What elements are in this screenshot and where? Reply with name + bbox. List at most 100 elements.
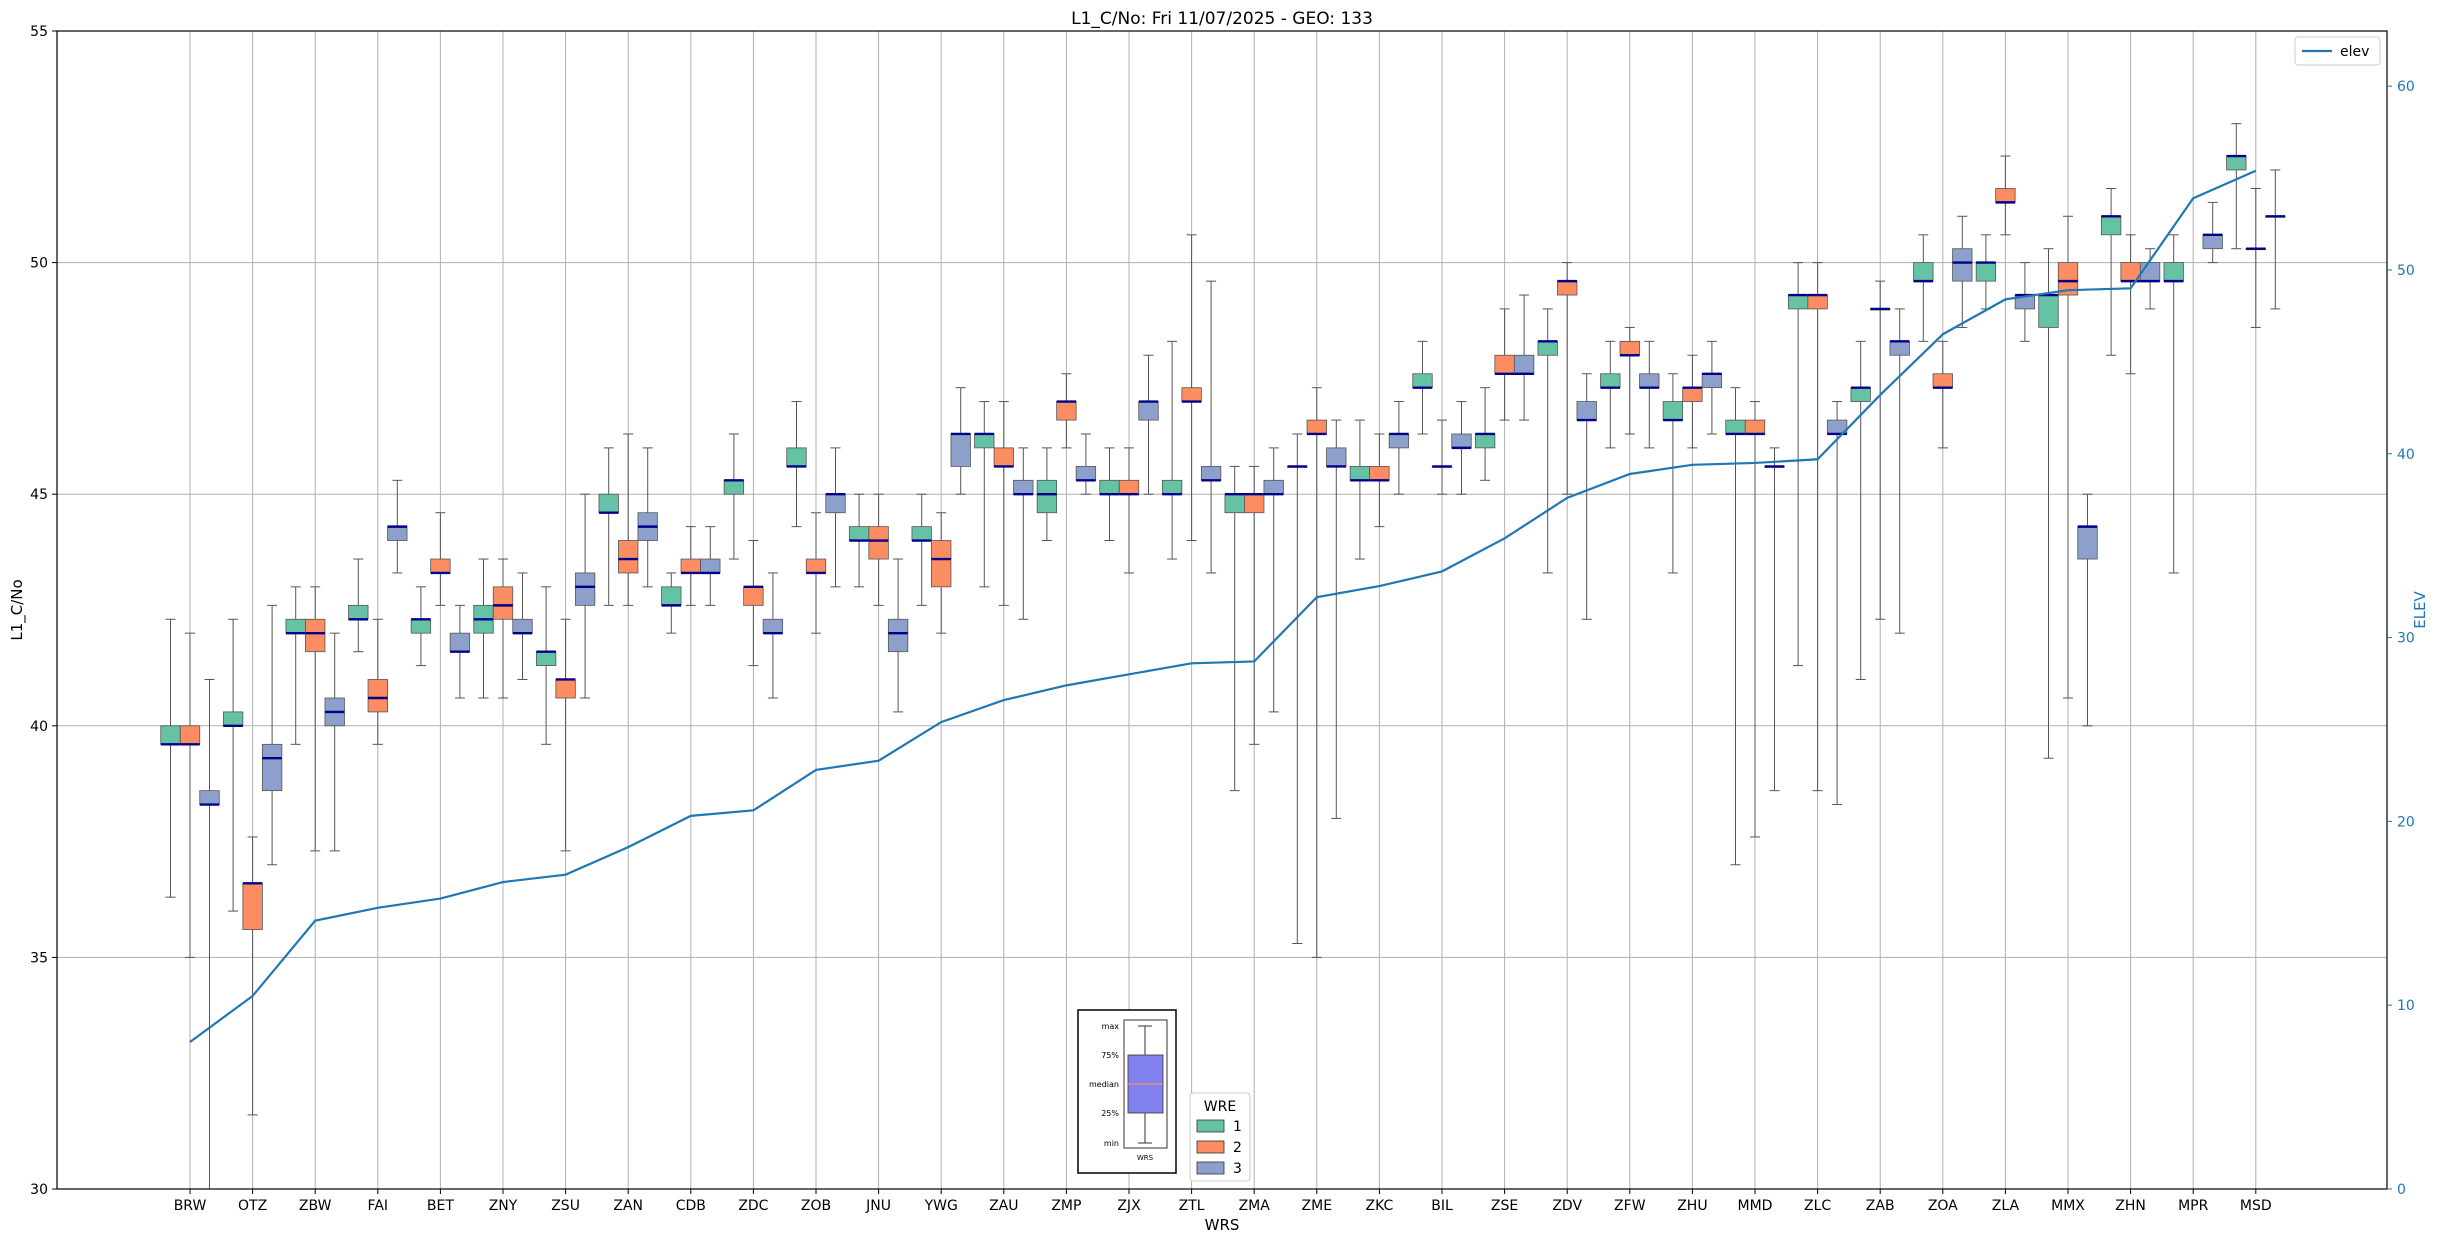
box-wre-2	[1557, 280, 1578, 296]
y-tick-label: 50	[30, 256, 48, 272]
wre-legend: WRE 1 2 3	[1189, 1092, 1251, 1182]
box-wre-1	[598, 493, 619, 514]
x-tick-label: ZMP	[1051, 1198, 1081, 1214]
y-axis-ticks: 30 35 40 45 50 55	[30, 24, 57, 1198]
box-wre-1	[1537, 340, 1558, 356]
box-group-JNU	[848, 493, 909, 713]
box-wre-3	[574, 572, 596, 606]
box-group-ZNY	[473, 558, 533, 699]
wre-2-label: 2	[1233, 1140, 1242, 1156]
box-group-MPR	[2163, 201, 2223, 574]
box-wre-1	[1161, 479, 1183, 495]
chart-title: L1_C/No: Fri 11/07/2025 - GEO: 133	[1071, 9, 1373, 29]
box-group-ZMA	[1224, 447, 1284, 792]
x-axis-label: WRS	[1205, 1216, 1240, 1234]
box-wre-1	[974, 433, 995, 449]
y-tick-label: 45	[30, 487, 48, 503]
box-wre-3	[1576, 401, 1597, 421]
box-wre-1	[1349, 466, 1371, 481]
box-wre-1	[2100, 215, 2122, 236]
key-label-min: min	[1104, 1139, 1119, 1148]
box-group-ZDV	[1537, 262, 1597, 620]
x-tick-label: BET	[427, 1198, 454, 1214]
box-wre-2	[1494, 354, 1515, 375]
box-group-ZFW	[1600, 326, 1660, 449]
box-wre-1	[1725, 419, 1746, 435]
y2-tick-label: 40	[2397, 447, 2415, 463]
box-group-MSD	[2226, 123, 2286, 328]
x-tick-label: MPR	[2178, 1198, 2209, 1214]
box-wre-2	[179, 725, 201, 745]
box-wre-2	[1744, 419, 1766, 435]
y-tick-label: 30	[30, 1182, 48, 1198]
wre-3-swatch	[1196, 1161, 1225, 1175]
wre-1-swatch	[1196, 1119, 1225, 1133]
y-axis-label: L1_C/No	[8, 579, 27, 640]
box-group-ZAB	[1850, 280, 1910, 680]
box-wre-3	[1952, 248, 1973, 282]
x-tick-label: ZJX	[1117, 1198, 1141, 1214]
box-group-ZTL	[1161, 234, 1222, 574]
box-wre-3	[1075, 466, 1097, 481]
box-wre-2	[367, 679, 388, 713]
box-wre-1	[1474, 433, 1496, 449]
box-group-ZME	[1287, 387, 1347, 958]
box-wre-2	[2057, 262, 2079, 296]
box-wre-1	[348, 604, 369, 620]
box-group-ZJX	[1099, 354, 1159, 574]
x-tick-label: ZDV	[1552, 1198, 1582, 1214]
box-wre-1	[410, 618, 432, 634]
x-tick-label: ZLC	[1804, 1198, 1831, 1214]
box-wre-1	[1787, 294, 1809, 310]
x-tick-label: OTZ	[238, 1198, 267, 1214]
box-group-ZAU	[974, 401, 1034, 620]
x-tick-label: ZSU	[551, 1198, 580, 1214]
wre-1-label: 1	[1233, 1119, 1242, 1135]
box-wre-2	[1932, 373, 1953, 389]
box-group-ZDC	[723, 433, 784, 699]
elev-legend-label: elev	[2340, 44, 2369, 60]
box-wre-2	[743, 586, 764, 606]
box-group-YWG	[911, 387, 971, 634]
y2-tick-label: 0	[2397, 1182, 2406, 1198]
box-wre-1	[661, 586, 682, 606]
elev-line	[189, 169, 2257, 1043]
x-tick-label: ZOB	[801, 1198, 831, 1214]
box-group-BET	[410, 512, 471, 699]
x-tick-label: ZBW	[299, 1198, 332, 1214]
x-axis-ticks: BRW OTZ ZBW FAI BET ZNY ZSU ZAN CDB ZDC ZOB JNU YWG Z…	[174, 1189, 2272, 1214]
box-group-ZOB	[786, 401, 846, 634]
box-wre-3	[2202, 234, 2223, 250]
box-key-diagram: max 75% median 25% min WRS	[1077, 1009, 1177, 1174]
box-wre-1	[911, 526, 932, 541]
x-tick-label: JNU	[865, 1198, 891, 1214]
box-wre-1	[1975, 262, 1997, 282]
box-wre-3	[1451, 433, 1472, 449]
box-wre-2	[1244, 493, 1265, 514]
key-label-q1: 25%	[1101, 1109, 1119, 1118]
box-group-ZOA	[1913, 215, 1973, 449]
box-wre-2	[931, 540, 952, 588]
box-wre-2	[1619, 340, 1640, 356]
box-wre-1	[1913, 262, 1934, 282]
box-wre-3	[2077, 526, 2098, 560]
box-group-ZBW	[285, 586, 345, 852]
x-tick-label: ZME	[1302, 1198, 1333, 1214]
box-wre-1	[1099, 479, 1120, 495]
box-wre-2	[993, 447, 1014, 467]
box-group-FAI	[348, 479, 408, 745]
y2-axis-ticks: 0 10 20 30 40 50 60	[2387, 79, 2415, 1198]
box-group-ZLA	[1975, 155, 2036, 342]
box-group-BIL	[1412, 340, 1472, 495]
box-series	[160, 123, 2286, 1189]
key-label-max: max	[1102, 1022, 1120, 1031]
box-wre-1	[160, 725, 181, 745]
box-wre-2	[1995, 188, 2016, 203]
x-tick-label: BRW	[174, 1198, 207, 1214]
x-tick-label: ZHU	[1677, 1198, 1707, 1214]
y-tick-label: 55	[30, 24, 48, 40]
box-wre-1	[535, 651, 557, 666]
x-tick-label: ZMA	[1239, 1198, 1271, 1214]
box-wre-2	[868, 526, 889, 560]
wre-legend-title: WRE	[1204, 1099, 1236, 1115]
